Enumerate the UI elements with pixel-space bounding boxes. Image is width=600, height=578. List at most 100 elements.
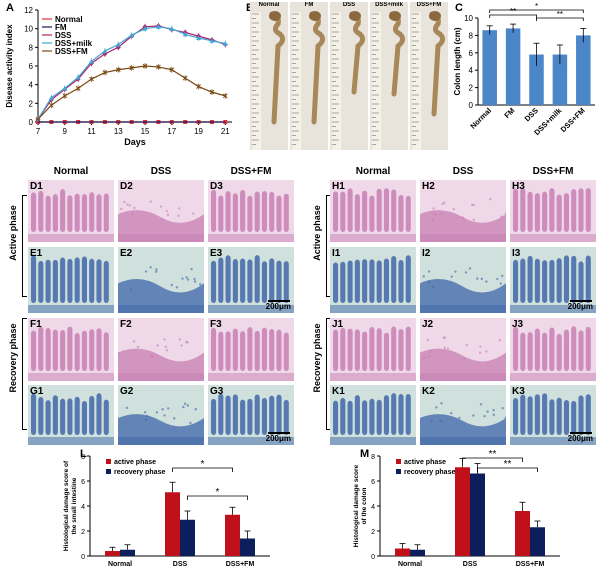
cell — [443, 201, 446, 204]
a-legend-label-1: FM — [55, 23, 67, 32]
tile-label: H1 — [332, 181, 345, 192]
cecum — [309, 11, 321, 21]
right-tile-j2: J2 — [420, 318, 506, 381]
cell — [161, 408, 164, 411]
a-point — [169, 26, 175, 31]
colon-photo-0: Normal — [250, 2, 288, 150]
tile-label: I2 — [422, 248, 431, 259]
a-point — [182, 75, 188, 81]
villus — [67, 398, 73, 435]
cell — [430, 419, 433, 423]
m-bar-1-2 — [530, 527, 545, 556]
villus — [240, 258, 246, 303]
villus — [283, 399, 289, 435]
cell — [136, 345, 140, 349]
a-point — [196, 84, 201, 89]
villus — [254, 191, 260, 232]
villus — [340, 261, 346, 303]
villus — [513, 397, 519, 435]
villus — [376, 188, 382, 232]
villus — [347, 400, 353, 435]
villus — [276, 329, 282, 371]
left-tile-d3: D3 — [208, 180, 294, 242]
a-point — [142, 26, 148, 31]
villus — [340, 397, 346, 435]
ruler — [332, 12, 341, 150]
villus — [240, 190, 246, 232]
colon-photo-2: DSS — [330, 2, 368, 150]
villus — [269, 395, 275, 435]
villus — [347, 260, 353, 303]
villus — [103, 260, 109, 303]
c-sig-normal-dssfm-line — [489, 9, 584, 13]
villus — [283, 332, 289, 371]
villus — [520, 188, 526, 232]
villus — [376, 399, 382, 435]
villus — [276, 260, 282, 303]
right-active-phase-label: Active phase — [312, 205, 322, 261]
villus — [52, 259, 58, 303]
submucosa — [330, 373, 416, 381]
l-y-axis-label-2: the small intestine — [71, 477, 78, 534]
submucosa — [510, 234, 596, 242]
villus — [45, 259, 51, 303]
left-tile-g2: G2 — [118, 385, 204, 445]
villus — [542, 332, 548, 371]
cell — [177, 214, 180, 217]
right-tile-k3: K3 200μm — [510, 385, 596, 445]
a-point — [62, 93, 68, 99]
villus — [354, 193, 360, 232]
c-category-label-2: DSS — [523, 106, 540, 123]
cell — [501, 274, 504, 278]
a-y-tick-label: 12 — [24, 6, 33, 15]
l-legend-label-0: active phase — [114, 459, 156, 466]
villus — [369, 259, 375, 303]
colon-photo-1: FM — [290, 2, 328, 150]
left-tile-f2: F2 — [118, 318, 204, 381]
cell — [440, 402, 443, 405]
villus — [211, 260, 217, 303]
m-bar-1-1 — [470, 473, 485, 556]
right-col-header-normal: Normal — [355, 166, 391, 177]
l-bar-1-0 — [120, 549, 135, 556]
cell — [504, 212, 506, 215]
villus — [81, 194, 87, 232]
villus — [81, 330, 87, 371]
villus — [383, 188, 389, 232]
villus — [578, 261, 584, 303]
cell — [132, 340, 136, 343]
villus — [103, 193, 109, 232]
cell — [501, 406, 504, 410]
villus — [81, 400, 87, 435]
m-legend-swatch-0 — [396, 459, 401, 464]
villus — [376, 328, 382, 371]
cell — [479, 345, 482, 348]
villus — [261, 191, 267, 232]
villus — [225, 331, 231, 371]
cell — [186, 341, 189, 344]
cell — [443, 346, 447, 350]
cell — [432, 207, 435, 210]
villus — [38, 190, 44, 232]
left-tile-e2: E2 — [118, 247, 204, 313]
m-y-tick-label: 4 — [371, 504, 375, 511]
right-tile-i1: I1 — [330, 247, 416, 313]
cell — [143, 411, 147, 414]
cell — [432, 285, 435, 288]
villus — [38, 326, 44, 371]
a-point — [209, 89, 215, 95]
cecum — [349, 11, 361, 21]
panel-label-c: C — [455, 2, 463, 14]
l-y-tick-label: 4 — [81, 504, 85, 511]
l-y-tick-label: 0 — [81, 554, 85, 561]
a-point — [222, 93, 228, 99]
cecum — [269, 11, 281, 21]
photo-label-3: DSS+milk — [375, 2, 403, 8]
submucosa — [420, 373, 506, 381]
scale-bar-line — [570, 300, 592, 302]
m-bar-0-2 — [515, 511, 530, 556]
cell — [468, 267, 472, 270]
villus — [542, 393, 548, 435]
villus — [31, 393, 37, 435]
cell — [485, 350, 488, 353]
